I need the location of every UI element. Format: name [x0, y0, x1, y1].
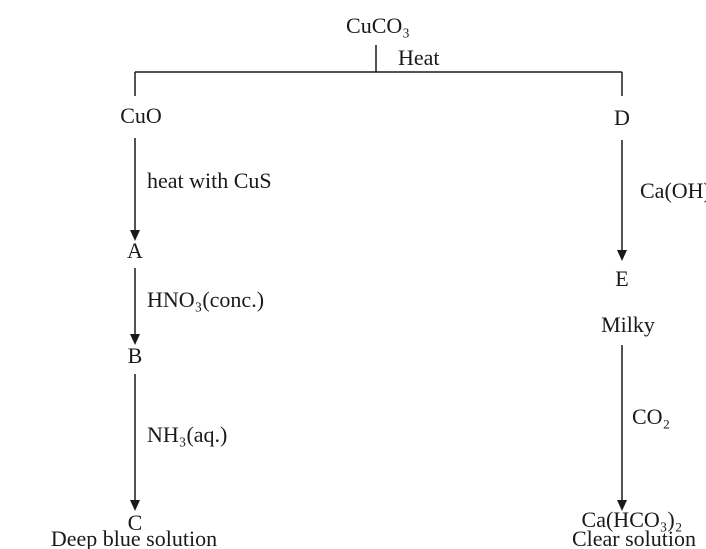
- arrow-head: [130, 230, 140, 241]
- node-label: D: [614, 105, 630, 130]
- reaction-note: CO₂: [632, 404, 670, 429]
- result-note: Clear solution: [572, 526, 696, 549]
- arrow-head: [617, 250, 627, 261]
- reaction-note: Ca(OH)₂: [640, 178, 706, 203]
- node-label: CuCO₃: [346, 13, 410, 38]
- arrow-head: [130, 500, 140, 511]
- reaction-note: Milky: [601, 312, 655, 337]
- result-note: Deep blue solution: [51, 526, 217, 549]
- arrow-head: [130, 334, 140, 345]
- reaction-note: Heat: [398, 45, 440, 70]
- node-label: A: [127, 238, 143, 263]
- node-label: B: [128, 343, 143, 368]
- reaction-note: HNO₃(conc.): [147, 287, 264, 312]
- node-label: CuO: [120, 103, 162, 128]
- reaction-note: NH₃(aq.): [147, 422, 227, 447]
- node-label: Ca(HCO₃)₂: [582, 507, 683, 532]
- node-label: E: [615, 266, 628, 291]
- reaction-note: heat with CuS: [147, 168, 272, 193]
- node-label: C: [128, 510, 143, 535]
- arrow-head: [617, 500, 627, 511]
